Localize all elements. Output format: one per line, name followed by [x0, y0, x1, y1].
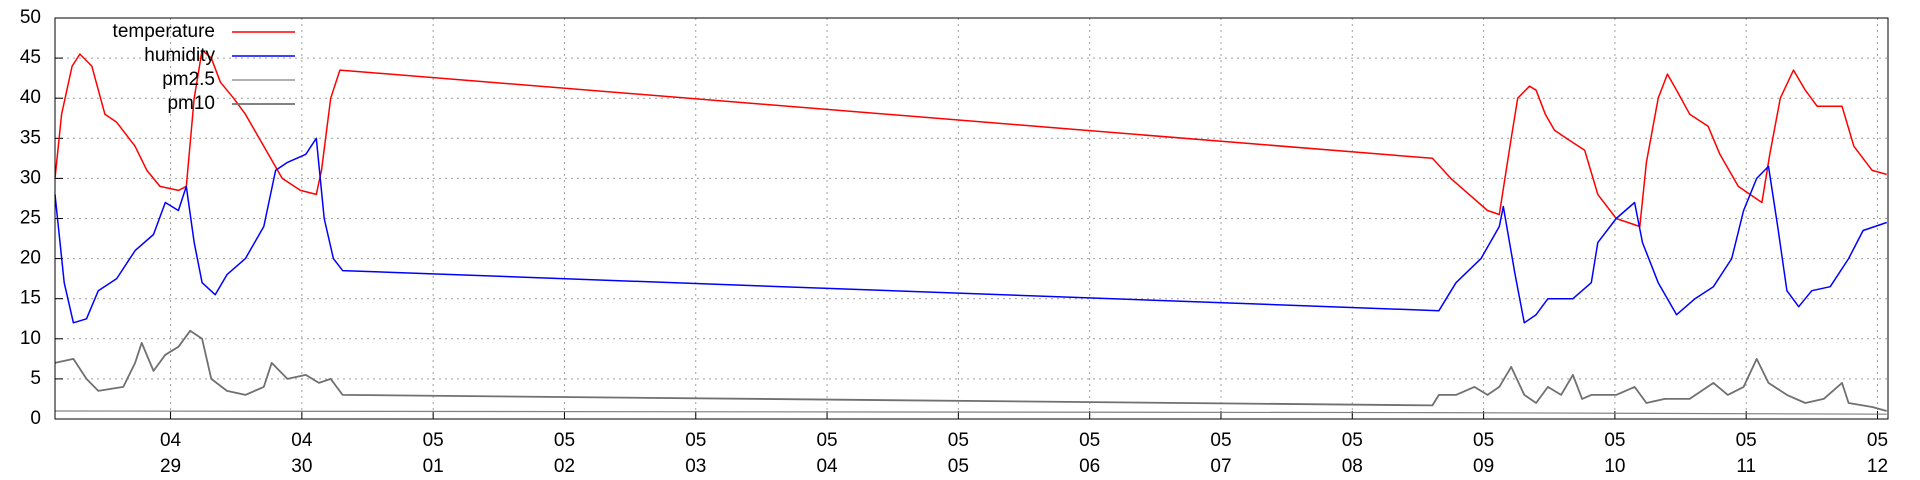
y-tick-label: 45	[20, 47, 41, 68]
x-tick-label: 05 05	[948, 430, 969, 477]
legend-label: pm2.5	[162, 69, 215, 90]
y-tick-label: 20	[20, 248, 41, 269]
y-tick-label: 25	[20, 208, 41, 229]
y-tick-label: 15	[20, 288, 41, 309]
x-tick-label: 04 30	[291, 430, 313, 477]
legend-label: temperature	[113, 21, 215, 42]
y-tick-label: 50	[20, 7, 41, 28]
x-tick-label: 05 02	[554, 430, 575, 477]
x-tick-label: 05 03	[685, 430, 706, 477]
x-tick-label: 05 01	[423, 430, 444, 477]
x-tick-label: 05 10	[1604, 430, 1625, 477]
x-tick-label: 04 29	[160, 430, 182, 477]
x-tick-label: 05 08	[1342, 430, 1363, 477]
y-tick-label: 0	[30, 408, 41, 429]
series-line	[54, 410, 1887, 415]
y-tick-label: 10	[20, 328, 41, 349]
x-tick-label: 05 09	[1473, 430, 1494, 477]
x-tick-label: 05 11	[1736, 430, 1757, 477]
y-tick-label: 40	[20, 87, 41, 108]
x-tick-label: 05 04	[816, 430, 838, 477]
plot-border	[54, 17, 1889, 420]
y-tick-label: 35	[20, 127, 41, 148]
y-tick-label: 30	[20, 167, 41, 188]
series-line	[54, 329, 1887, 412]
y-tick-label: 5	[30, 368, 41, 389]
x-tick-label: 05 12	[1867, 430, 1888, 477]
series-line	[54, 49, 1887, 228]
legend-label: pm10	[167, 93, 215, 114]
legend-label: humidity	[144, 45, 215, 66]
x-tick-label: 05 07	[1210, 430, 1231, 477]
x-tick-label: 05 06	[1079, 430, 1100, 477]
series-line	[54, 137, 1887, 324]
